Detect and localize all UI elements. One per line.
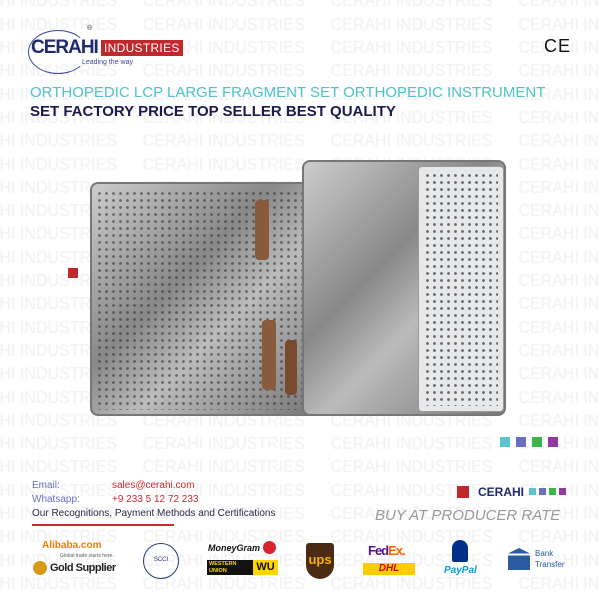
bank-label: Bank	[535, 549, 554, 558]
bank-icon	[508, 548, 530, 570]
moneygram-logo: MoneyGram	[208, 543, 261, 553]
logo-cerahi: CERAHI	[31, 37, 99, 58]
logo-industries: INDUSTRIES	[101, 40, 183, 56]
whatsapp-label: Whatsapp:	[32, 494, 80, 505]
whatsapp-number: +9 233 5 12 72 233	[112, 494, 199, 505]
ce-mark: CE	[544, 36, 572, 56]
color-square	[516, 437, 526, 447]
color-square	[548, 437, 558, 447]
red-square	[68, 268, 78, 278]
slogan: BUY AT PRODUCER RATE	[375, 507, 561, 524]
wu-mark: WU	[253, 560, 278, 575]
color-square	[559, 488, 566, 495]
registered-mark: ®	[87, 25, 93, 32]
moneygram-icon	[263, 541, 276, 554]
ups-logo: ups	[306, 543, 334, 579]
gold-supplier: Gold Supplier	[50, 562, 116, 574]
chamber-seal: SCCI	[143, 543, 179, 579]
transfer-label: Transfer	[535, 560, 565, 569]
title-line-2: SET FACTORY PRICE TOP SELLER BEST QUALIT…	[30, 103, 396, 120]
color-square	[529, 488, 536, 495]
logo-ring	[28, 30, 88, 74]
divider	[32, 524, 174, 526]
red-square	[457, 486, 469, 498]
color-square	[532, 437, 542, 447]
paypal-icon	[452, 540, 468, 562]
alibaba-tagline: Global trade starts here.	[60, 553, 114, 559]
logo-tagline: Leading the way	[82, 59, 133, 66]
promo-brand: CERAHI	[478, 485, 525, 499]
color-square	[549, 488, 556, 495]
email-link[interactable]: sales@cerahi.com	[112, 480, 195, 491]
recognitions-text: Our Recognitions, Payment Methods and Ce…	[32, 508, 276, 519]
title-line-1: ORTHOPEDIC LCP LARGE FRAGMENT SET ORTHOP…	[30, 84, 546, 101]
fedex-fed: Fed	[368, 543, 389, 558]
fedex-ex: Ex.	[388, 543, 405, 558]
dhl-logo: DHL	[363, 563, 415, 575]
paypal-logo: PayPal	[444, 565, 477, 576]
western-union-logo: WESTERN UNION	[207, 560, 253, 575]
gold-supplier-icon	[33, 561, 47, 575]
color-square	[539, 488, 546, 495]
email-label: Email:	[32, 480, 60, 491]
alibaba-logo: Alibaba.com	[42, 540, 102, 551]
color-square	[500, 437, 510, 447]
